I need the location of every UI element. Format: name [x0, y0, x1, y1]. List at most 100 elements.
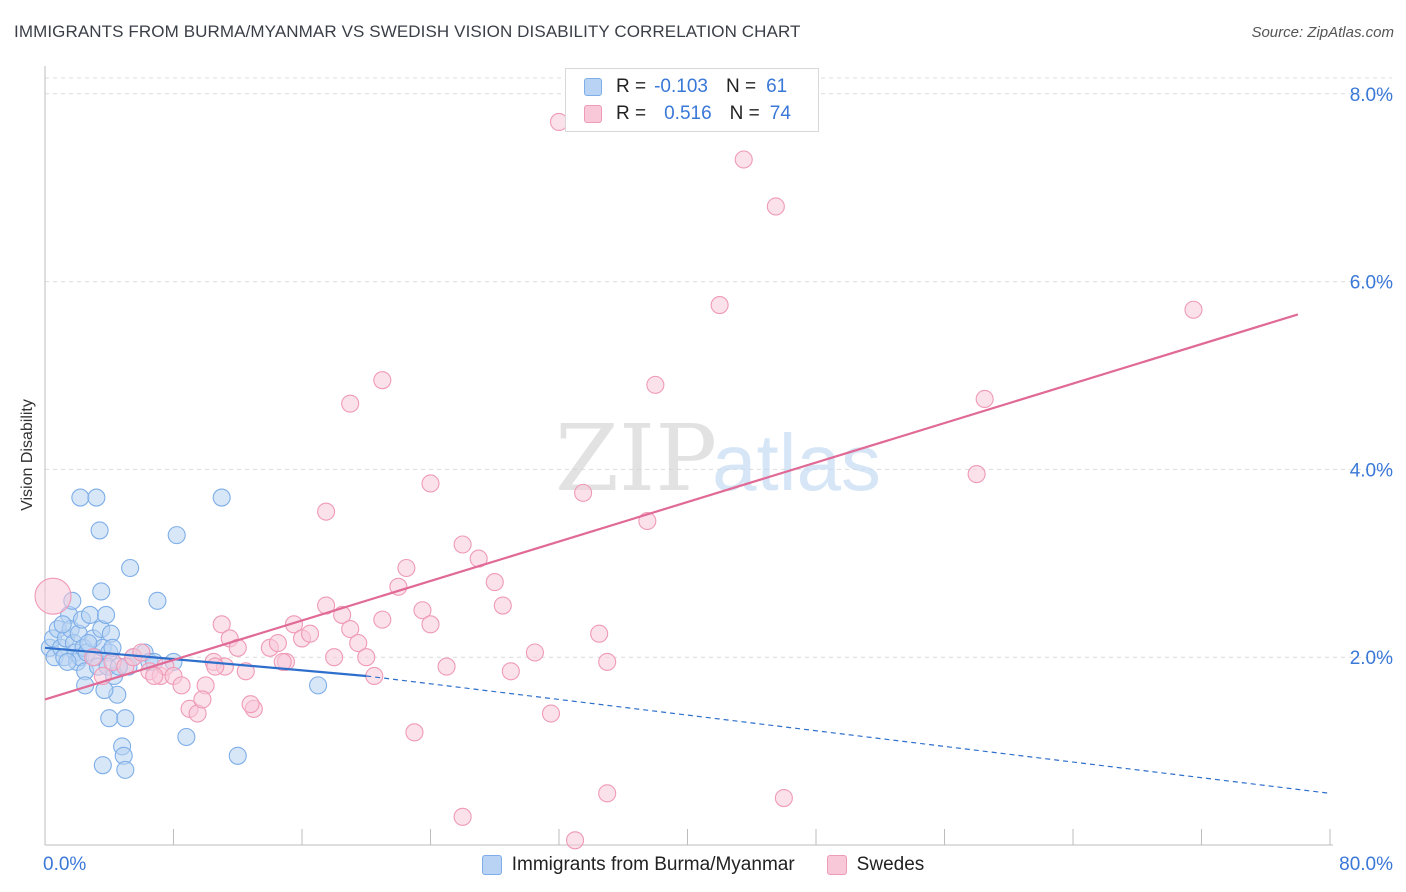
point-swedes: [236, 662, 255, 681]
point-swedes: [598, 652, 617, 671]
point-swedes: [268, 634, 287, 653]
tick-labels: 2.0% 4.0% 6.0% 8.0% 0.0% 80.0%: [43, 85, 1393, 875]
point-burma: [100, 709, 119, 728]
point-burma: [177, 727, 196, 747]
y-tick-label: 6.0%: [1350, 273, 1393, 294]
legend-swatch-burma: [481, 855, 502, 875]
point-swedes: [574, 483, 593, 502]
point-burma: [71, 488, 90, 507]
legend-row-swedes: R = 0.516 N = 74: [584, 101, 791, 127]
legend-item-swedes[interactable]: Swedes: [826, 854, 925, 876]
legend-n-label: N =: [725, 76, 757, 97]
source-label: Source: ZipAtlas.com: [1251, 24, 1394, 41]
point-burma: [87, 488, 106, 507]
point-swedes: [525, 643, 544, 662]
point-swedes: [774, 788, 793, 808]
point-swedes: [193, 690, 212, 709]
point-burma: [309, 676, 328, 695]
point-swedes: [373, 610, 392, 629]
point-swedes: [590, 624, 609, 643]
point-burma: [116, 760, 135, 779]
gridlines: [45, 77, 1392, 658]
point-swedes: [975, 389, 994, 409]
point-burma: [212, 488, 231, 507]
series-legend: Immigrants from Burma/Myanmar Swedes: [0, 850, 1406, 880]
point-swedes: [241, 695, 260, 714]
point-swedes: [300, 624, 320, 643]
point-burma: [116, 709, 135, 728]
point-burma: [90, 521, 109, 540]
point-swedes: [373, 371, 392, 390]
point-swedes: [646, 375, 665, 394]
point-swedes: [710, 296, 729, 315]
point-burma: [53, 615, 72, 634]
y-tick-label: 4.0%: [1350, 460, 1393, 481]
y-tick-label: 2.0%: [1350, 648, 1393, 669]
trend-line-burma: [44, 646, 367, 678]
point-burma: [96, 605, 116, 624]
point-swedes: [1184, 300, 1203, 319]
point-swedes: [566, 831, 585, 850]
point-swedes: [341, 394, 360, 413]
point-burma: [228, 746, 247, 765]
legend-label-swedes: Swedes: [856, 854, 925, 875]
point-swedes: [421, 615, 440, 634]
legend-label-burma: Immigrants from Burma/Myanmar: [511, 854, 795, 875]
axes: [44, 66, 1333, 846]
x-tick-label: 80.0%: [1339, 854, 1393, 875]
legend-r-label: R =: [616, 103, 647, 124]
point-swedes: [317, 502, 336, 521]
x-tick-label: 0.0%: [43, 854, 86, 875]
watermark-atlas: atlas: [712, 418, 881, 507]
legend-r-value: -0.103: [654, 76, 708, 97]
correlation-legend: R = -0.103 N = 61 R = 0.516 N = 74: [565, 68, 819, 132]
point-swedes: [598, 784, 617, 803]
point-swedes: [485, 573, 504, 592]
legend-swatch-swedes: [826, 855, 847, 875]
point-burma: [121, 558, 140, 578]
legend-row-burma: R = -0.103 N = 61: [584, 74, 787, 100]
point-swedes: [766, 197, 785, 216]
point-swedes: [325, 648, 344, 667]
point-swedes: [437, 657, 456, 676]
point-swedes: [421, 474, 440, 493]
trend-line-swedes: [44, 313, 1299, 701]
legend-n-value: 61: [766, 76, 788, 97]
legend-swatch-burma: [584, 78, 602, 96]
legend-r-value: 0.516: [664, 103, 712, 124]
chart-title: IMMIGRANTS FROM BURMA/MYANMAR VS SWEDISH…: [14, 22, 801, 41]
y-tick-label: 8.0%: [1350, 85, 1393, 106]
point-swedes: [734, 150, 753, 169]
legend-swatch-swedes: [584, 105, 602, 123]
data-points: [34, 112, 1203, 850]
point-burma: [92, 582, 111, 601]
point-swedes: [493, 596, 512, 615]
point-swedes: [349, 634, 368, 653]
point-swedes: [967, 465, 986, 484]
point-swedes: [206, 657, 225, 676]
point-burma: [93, 756, 112, 775]
point-swedes: [357, 648, 376, 667]
point-burma: [148, 591, 167, 610]
point-swedes: [132, 643, 151, 662]
point-burma: [167, 526, 186, 545]
legend-n-value: 74: [769, 103, 791, 124]
legend-n-label: N =: [729, 103, 760, 124]
legend-item-burma[interactable]: Immigrants from Burma/Myanmar: [481, 854, 795, 876]
point-swedes: [453, 535, 472, 554]
point-swedes: [453, 807, 472, 826]
point-swedes: [541, 704, 561, 723]
point-burma: [80, 605, 100, 624]
point-swedes: [397, 558, 416, 578]
point-swedes: [145, 666, 164, 686]
point-swedes: [172, 676, 191, 695]
trend-line-burma-extension: [366, 675, 1331, 794]
trend-lines: [44, 313, 1331, 794]
point-swedes: [501, 662, 520, 681]
point-swedes: [212, 615, 231, 634]
point-swedes: [273, 652, 292, 671]
point-swedes: [405, 723, 424, 742]
point-swedes: [413, 601, 432, 620]
